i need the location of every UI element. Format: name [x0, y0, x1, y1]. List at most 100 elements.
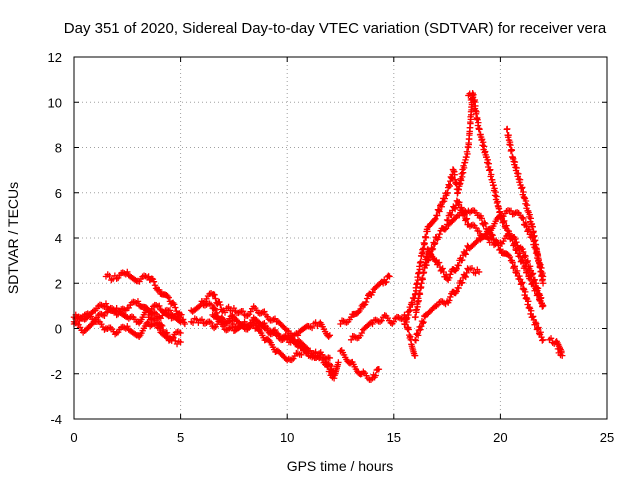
data-point [326, 354, 334, 362]
data-point [475, 228, 483, 235]
data-point [455, 262, 462, 269]
data-point [416, 291, 424, 298]
data-point [308, 324, 316, 332]
data-point [419, 319, 426, 327]
data-point [441, 195, 449, 202]
data-point [298, 351, 305, 358]
series-track-9 [209, 311, 323, 364]
data-point [442, 225, 450, 232]
data-point [403, 314, 411, 322]
chart-title: Day 351 of 2020, Sidereal Day-to-day VTE… [64, 20, 607, 37]
data-point [463, 215, 471, 222]
data-point [516, 272, 523, 280]
data-point [539, 337, 546, 344]
data-point [507, 207, 515, 215]
data-point [178, 311, 185, 318]
data-point [156, 286, 163, 294]
data-point [456, 199, 463, 206]
grid [74, 57, 607, 419]
data-point [463, 153, 470, 161]
data-point [369, 320, 376, 328]
data-point [426, 251, 434, 259]
data-point [526, 263, 534, 270]
data-point [458, 204, 465, 211]
data-point [412, 337, 420, 344]
data-point [420, 318, 427, 326]
data-point [425, 256, 432, 263]
data-point [513, 164, 520, 172]
data-point [424, 257, 432, 264]
data-point [444, 217, 452, 224]
data-point [434, 212, 441, 219]
data-point [471, 96, 479, 104]
data-point [519, 279, 526, 286]
data-point [323, 355, 330, 362]
data-point [420, 269, 428, 276]
data-point [229, 317, 236, 324]
x-tick-label: 0 [70, 430, 77, 445]
series-track-8 [198, 289, 334, 340]
data-point [439, 265, 446, 272]
data-point [378, 317, 385, 324]
data-point [372, 372, 379, 379]
data-point [537, 329, 544, 336]
series-track-21 [546, 335, 566, 359]
data-point [171, 301, 178, 308]
data-point [519, 245, 526, 253]
data-point [511, 263, 519, 270]
data-point [478, 136, 486, 143]
data-point [525, 226, 532, 234]
data-point [455, 284, 462, 292]
data-point [462, 216, 470, 223]
data-point [229, 324, 236, 331]
data-point [420, 245, 427, 252]
data-point [158, 321, 165, 329]
data-point [196, 303, 203, 310]
data-point [458, 173, 466, 181]
data-point [163, 329, 171, 337]
data-point [516, 176, 524, 183]
data-point [164, 333, 172, 340]
data-point [534, 285, 542, 292]
data-point [520, 248, 527, 256]
data-point [448, 211, 455, 219]
series-track-18 [443, 197, 547, 310]
data-point [535, 324, 542, 331]
data-point [431, 240, 439, 247]
data-point [416, 266, 423, 273]
data-point [415, 297, 422, 305]
data-point [485, 226, 493, 233]
data-point [335, 359, 342, 366]
data-point [151, 282, 159, 289]
data-point [357, 305, 364, 313]
data-point [482, 220, 489, 227]
data-point [497, 246, 504, 253]
data-point [427, 251, 434, 258]
data-point [479, 139, 487, 146]
data-point [294, 332, 302, 339]
data-point [487, 166, 494, 173]
data-point [472, 270, 479, 277]
data-point [500, 218, 507, 226]
data-point [429, 245, 437, 253]
series-track-2 [70, 318, 184, 343]
data-point [407, 306, 414, 314]
data-point [539, 302, 547, 310]
data-point [459, 256, 466, 264]
series-track-16 [411, 264, 483, 344]
y-tick-label: 2 [55, 276, 62, 291]
data-point [417, 326, 424, 333]
data-point [444, 189, 451, 197]
data-point [484, 234, 491, 241]
data-point [492, 237, 500, 244]
x-tick-label: 10 [280, 430, 294, 445]
data-point [457, 177, 465, 184]
data-point [473, 108, 480, 116]
data-point [509, 259, 516, 266]
data-point [177, 338, 184, 346]
data-point [411, 352, 419, 359]
data-point [504, 125, 511, 133]
data-point [465, 141, 472, 148]
data-point [461, 211, 468, 218]
